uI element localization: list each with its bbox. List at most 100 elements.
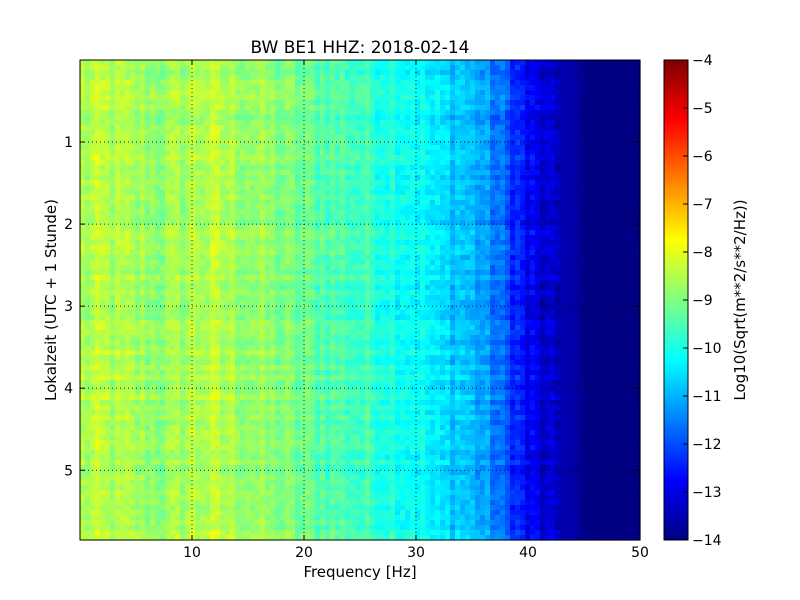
heatmap-cell <box>365 65 371 71</box>
heatmap-cell <box>200 65 206 71</box>
heatmap-cell <box>415 240 421 246</box>
heatmap-cell <box>145 265 151 271</box>
heatmap-cell <box>415 160 421 166</box>
heatmap-cell <box>225 115 231 121</box>
heatmap-cell <box>445 245 451 251</box>
heatmap-cell <box>520 250 526 256</box>
heatmap-cell <box>135 185 141 191</box>
heatmap-cell <box>280 275 286 281</box>
heatmap-cell <box>390 205 396 211</box>
heatmap-cell <box>145 95 151 101</box>
heatmap-cell <box>360 70 366 76</box>
heatmap-cell <box>105 165 111 171</box>
heatmap-cell <box>160 60 166 66</box>
heatmap-cell <box>290 125 296 131</box>
heatmap-cell <box>145 280 151 286</box>
heatmap-cell <box>540 65 546 71</box>
heatmap-cell <box>545 275 551 281</box>
heatmap-cell <box>170 270 176 276</box>
heatmap-cell <box>95 95 101 101</box>
heatmap-cell <box>435 180 441 186</box>
heatmap-cell <box>430 225 436 231</box>
heatmap-cell <box>215 220 221 226</box>
heatmap-cell <box>625 225 631 231</box>
heatmap-cell <box>575 190 581 196</box>
heatmap-cell <box>550 195 556 201</box>
heatmap-cell <box>175 95 181 101</box>
heatmap-cell <box>305 215 311 221</box>
heatmap-cell <box>215 75 221 81</box>
heatmap-cell <box>185 210 191 216</box>
heatmap-cell <box>360 100 366 106</box>
heatmap-cell <box>270 220 276 226</box>
heatmap-cell <box>95 115 101 121</box>
heatmap-cell <box>180 155 186 161</box>
heatmap-cell <box>80 180 86 186</box>
heatmap-cell <box>370 175 376 181</box>
heatmap-cell <box>115 270 121 276</box>
heatmap-cell <box>435 140 441 146</box>
heatmap-cell <box>225 175 231 181</box>
heatmap-cell <box>605 250 611 256</box>
heatmap-cell <box>255 200 261 206</box>
heatmap-cell <box>230 200 236 206</box>
heatmap-cell <box>455 145 461 151</box>
heatmap-cell <box>585 60 591 66</box>
heatmap-cell <box>90 230 96 236</box>
heatmap-cell <box>630 160 636 166</box>
heatmap-cell <box>105 245 111 251</box>
heatmap-cell <box>125 270 131 276</box>
heatmap-cell <box>450 130 456 136</box>
heatmap-cell <box>215 80 221 86</box>
heatmap-cell <box>250 110 256 116</box>
heatmap-cell <box>140 85 146 91</box>
heatmap-cell <box>480 145 486 151</box>
heatmap-cell <box>460 155 466 161</box>
heatmap-cell <box>500 205 506 211</box>
heatmap-cell <box>545 90 551 96</box>
heatmap-cell <box>100 240 106 246</box>
heatmap-cell <box>290 185 296 191</box>
heatmap-cell <box>490 75 496 81</box>
heatmap-cell <box>225 250 231 256</box>
heatmap-cell <box>295 145 301 151</box>
heatmap-cell <box>575 225 581 231</box>
heatmap-cell <box>235 105 241 111</box>
heatmap-cell <box>380 75 386 81</box>
heatmap-cell <box>505 155 511 161</box>
heatmap-cell <box>370 125 376 131</box>
heatmap-cell <box>620 75 626 81</box>
heatmap-cell <box>330 250 336 256</box>
heatmap-cell <box>80 65 86 71</box>
heatmap-cell <box>460 235 466 241</box>
heatmap-cell <box>435 170 441 176</box>
heatmap-cell <box>245 80 251 86</box>
heatmap-cell <box>285 195 291 201</box>
heatmap-cell <box>110 235 116 241</box>
heatmap-cell <box>535 130 541 136</box>
heatmap-cell <box>390 100 396 106</box>
heatmap-cell <box>155 275 161 281</box>
heatmap-cell <box>135 255 141 261</box>
heatmap-cell <box>610 265 616 271</box>
heatmap-cell <box>95 225 101 231</box>
heatmap-cell <box>565 160 571 166</box>
heatmap-cell <box>145 180 151 186</box>
heatmap-cell <box>165 210 171 216</box>
heatmap-cell <box>535 185 541 191</box>
heatmap-cell <box>115 215 121 221</box>
heatmap-cell <box>115 255 121 261</box>
heatmap-cell <box>525 105 531 111</box>
heatmap-cell <box>190 205 196 211</box>
heatmap-cell <box>115 165 121 171</box>
heatmap-cell <box>210 180 216 186</box>
heatmap-cell <box>595 180 601 186</box>
heatmap-cell <box>635 210 641 216</box>
heatmap-cell <box>630 130 636 136</box>
heatmap-cell <box>595 215 601 221</box>
heatmap-cell <box>440 85 446 91</box>
heatmap-cell <box>330 185 336 191</box>
heatmap-cell <box>220 115 226 121</box>
heatmap-cell <box>275 145 281 151</box>
heatmap-cell <box>210 155 216 161</box>
